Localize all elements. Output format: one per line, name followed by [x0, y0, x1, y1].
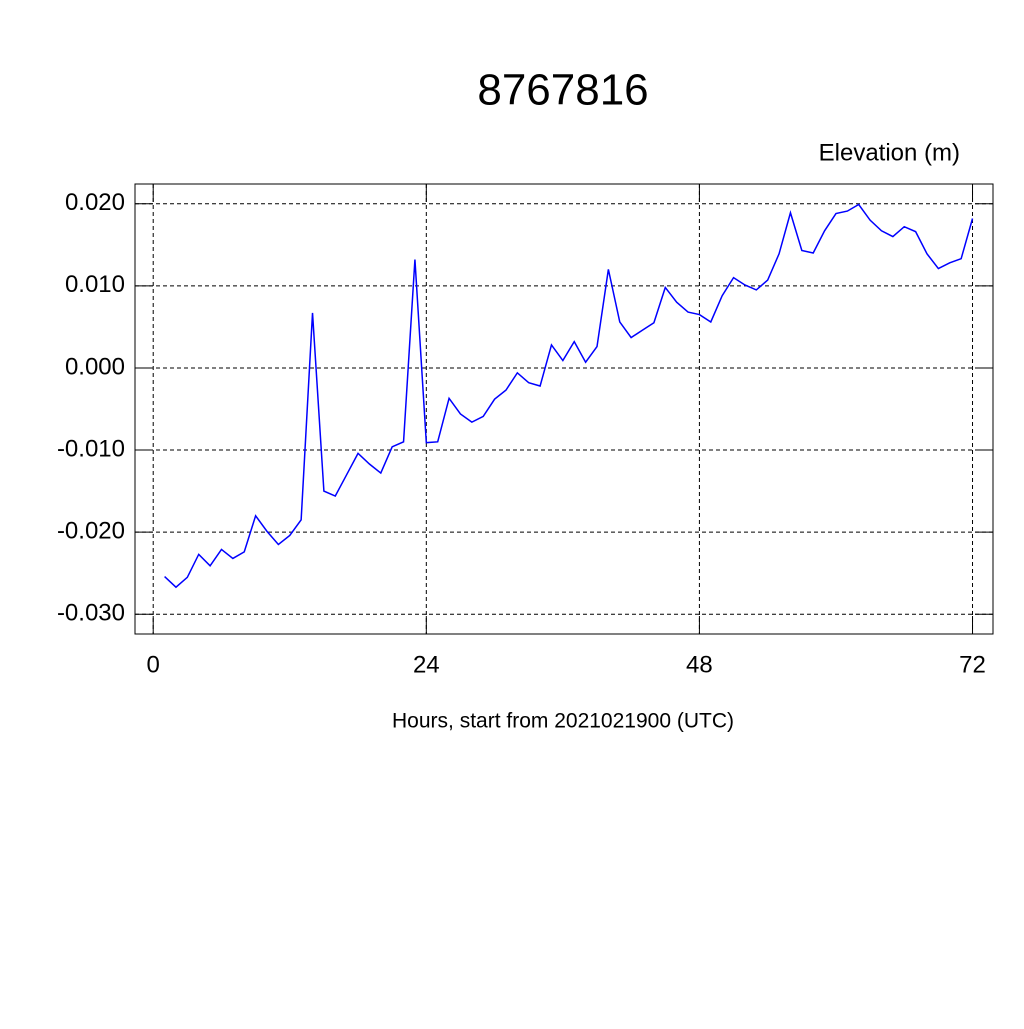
y-tick-label: -0.020	[57, 518, 125, 545]
data-line	[164, 203, 974, 589]
x-axis-label: Hours, start from 2021021900 (UTC)	[392, 710, 734, 733]
x-tick-label: 0	[147, 651, 160, 678]
x-tick-label: 24	[413, 651, 440, 678]
y-tick-label: -0.010	[57, 435, 125, 462]
y-tick-label: 0.010	[65, 271, 125, 298]
x-tick-label: 72	[959, 651, 986, 678]
y-tick-label: 0.020	[65, 189, 125, 216]
plot-frame	[134, 183, 994, 635]
y-tick-label: -0.030	[57, 600, 125, 627]
chart-title: 8767816	[477, 66, 648, 115]
y-tick-label: 0.000	[65, 353, 125, 380]
x-tick-label: 48	[686, 651, 713, 678]
y-axis-label: Elevation (m)	[819, 139, 960, 166]
